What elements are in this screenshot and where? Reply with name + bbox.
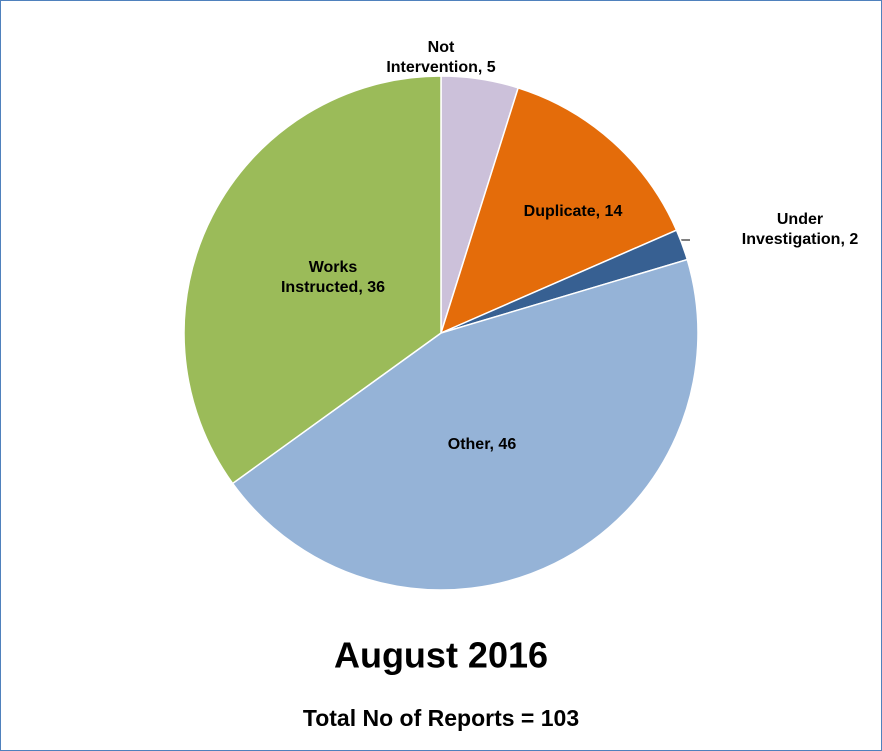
- chart-subtitle: Total No of Reports = 103: [303, 705, 579, 731]
- data-label-line: Intervention, 5: [386, 59, 495, 76]
- pie-slice: [439, 86, 678, 335]
- data-label-line: Works: [309, 259, 358, 276]
- data-label-line: Investigation, 2: [742, 231, 859, 248]
- data-label-line: Not: [428, 39, 455, 56]
- data-label: Works Instructed, 36: [281, 259, 385, 296]
- pie-slice: [183, 75, 442, 485]
- data-label: Other, 46: [448, 436, 517, 453]
- data-label: Not Intervention, 5: [386, 39, 495, 76]
- data-label-line: Instructed, 36: [281, 279, 385, 296]
- data-label-line: Under: [777, 211, 823, 228]
- data-label: Under Investigation, 2: [742, 211, 859, 248]
- chart-title: August 2016: [334, 635, 548, 676]
- data-label: Duplicate, 14: [524, 203, 623, 220]
- pie-slice: [231, 258, 699, 591]
